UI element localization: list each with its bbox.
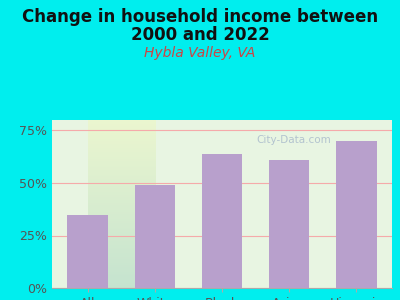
Text: Change in household income between: Change in household income between bbox=[22, 8, 378, 26]
Bar bbox=[336, 141, 376, 288]
Bar bbox=[202, 154, 242, 288]
Bar bbox=[269, 160, 309, 288]
Text: Hybla Valley, VA: Hybla Valley, VA bbox=[144, 46, 256, 61]
Bar bbox=[135, 185, 175, 288]
Text: City-Data.com: City-Data.com bbox=[256, 135, 331, 145]
Text: 2000 and 2022: 2000 and 2022 bbox=[131, 26, 269, 44]
Bar bbox=[68, 214, 108, 288]
